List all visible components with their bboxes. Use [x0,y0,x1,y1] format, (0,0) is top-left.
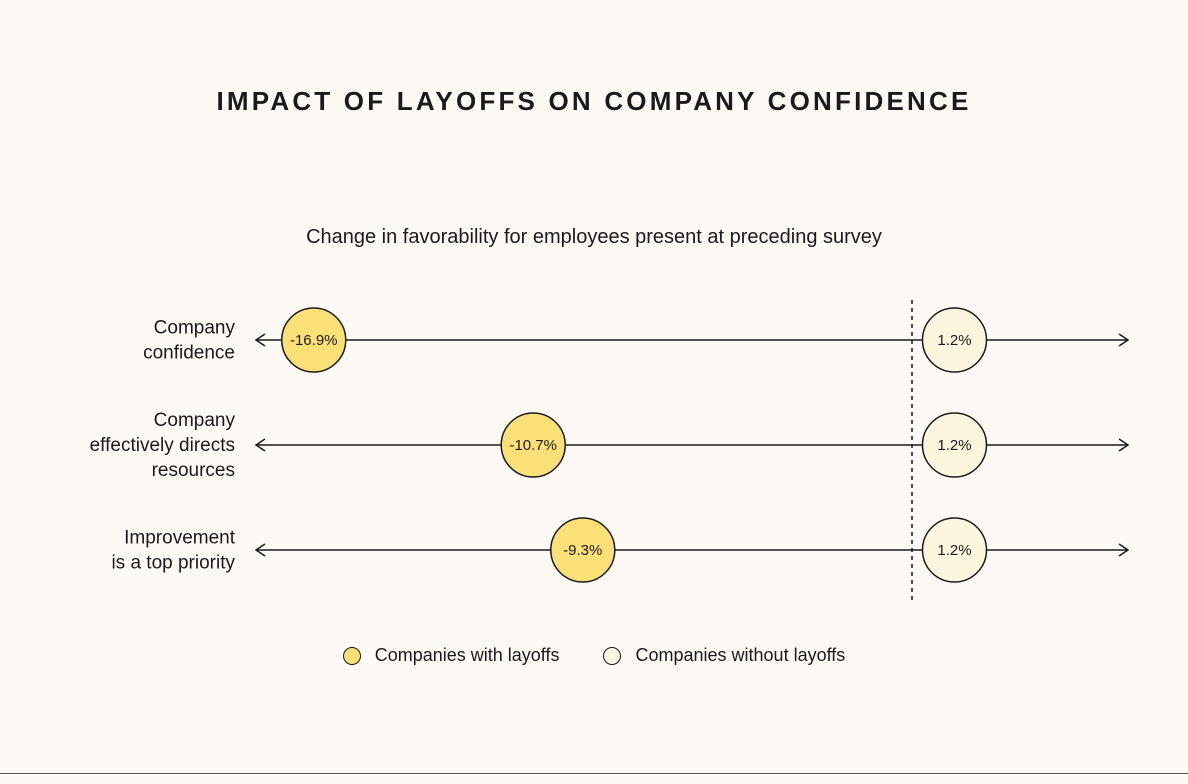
row-label-line: effectively directs [90,435,235,456]
legend-item-with-layoffs: Companies with layoffs [342,645,560,666]
no-layoffs-bubble [921,412,988,478]
legend-swatch-without-layoffs [603,646,622,665]
right-arrow-icon [1118,543,1130,557]
row-label-line: Company [154,410,236,431]
no-layoffs-value-label: 1.2% [937,437,971,454]
no-layoffs-bubble [921,517,988,583]
bottom-divider [0,773,1188,774]
layoffs-bubble [550,517,616,583]
row-label-line: confidence [143,343,235,364]
layoffs-value-label: -9.3% [563,542,602,559]
legend-swatch-with-layoffs [342,646,361,665]
legend-label-without-layoffs: Companies without layoffs [635,645,846,665]
layoffs-value-label: -10.7% [509,437,557,454]
chart-title: IMPACT OF LAYOFFS ON COMPANY CONFIDENCE [216,86,972,116]
row-label-line: resources [152,460,235,481]
right-arrow-icon [1118,438,1130,452]
layoffs-value-label: -16.9% [290,332,338,349]
row-label-line: Improvement [124,528,236,549]
chart-subtitle: Change in favorability for employees pre… [306,226,882,248]
row-label-line: is a top priority [111,553,235,574]
no-layoffs-value-label: 1.2% [937,332,971,349]
no-layoffs-bubble [921,307,988,373]
left-arrow-icon [254,438,266,452]
left-arrow-icon [254,333,266,347]
row-label: Company effectively directs resources [90,410,236,481]
row-label: Improvement is a top priority [111,528,235,574]
legend-item-without-layoffs: Companies without layoffs [603,645,845,666]
row-label: Company confidence [143,318,235,364]
legend: Companies with layoffs Companies without… [0,645,1188,666]
no-layoffs-value-label: 1.2% [937,542,971,559]
right-arrow-icon [1118,333,1130,347]
row-label-line: Company [154,318,236,339]
layoffs-bubble [280,307,347,373]
layoffs-bubble [500,412,566,478]
legend-label-with-layoffs: Companies with layoffs [374,645,560,665]
left-arrow-icon [254,543,266,557]
